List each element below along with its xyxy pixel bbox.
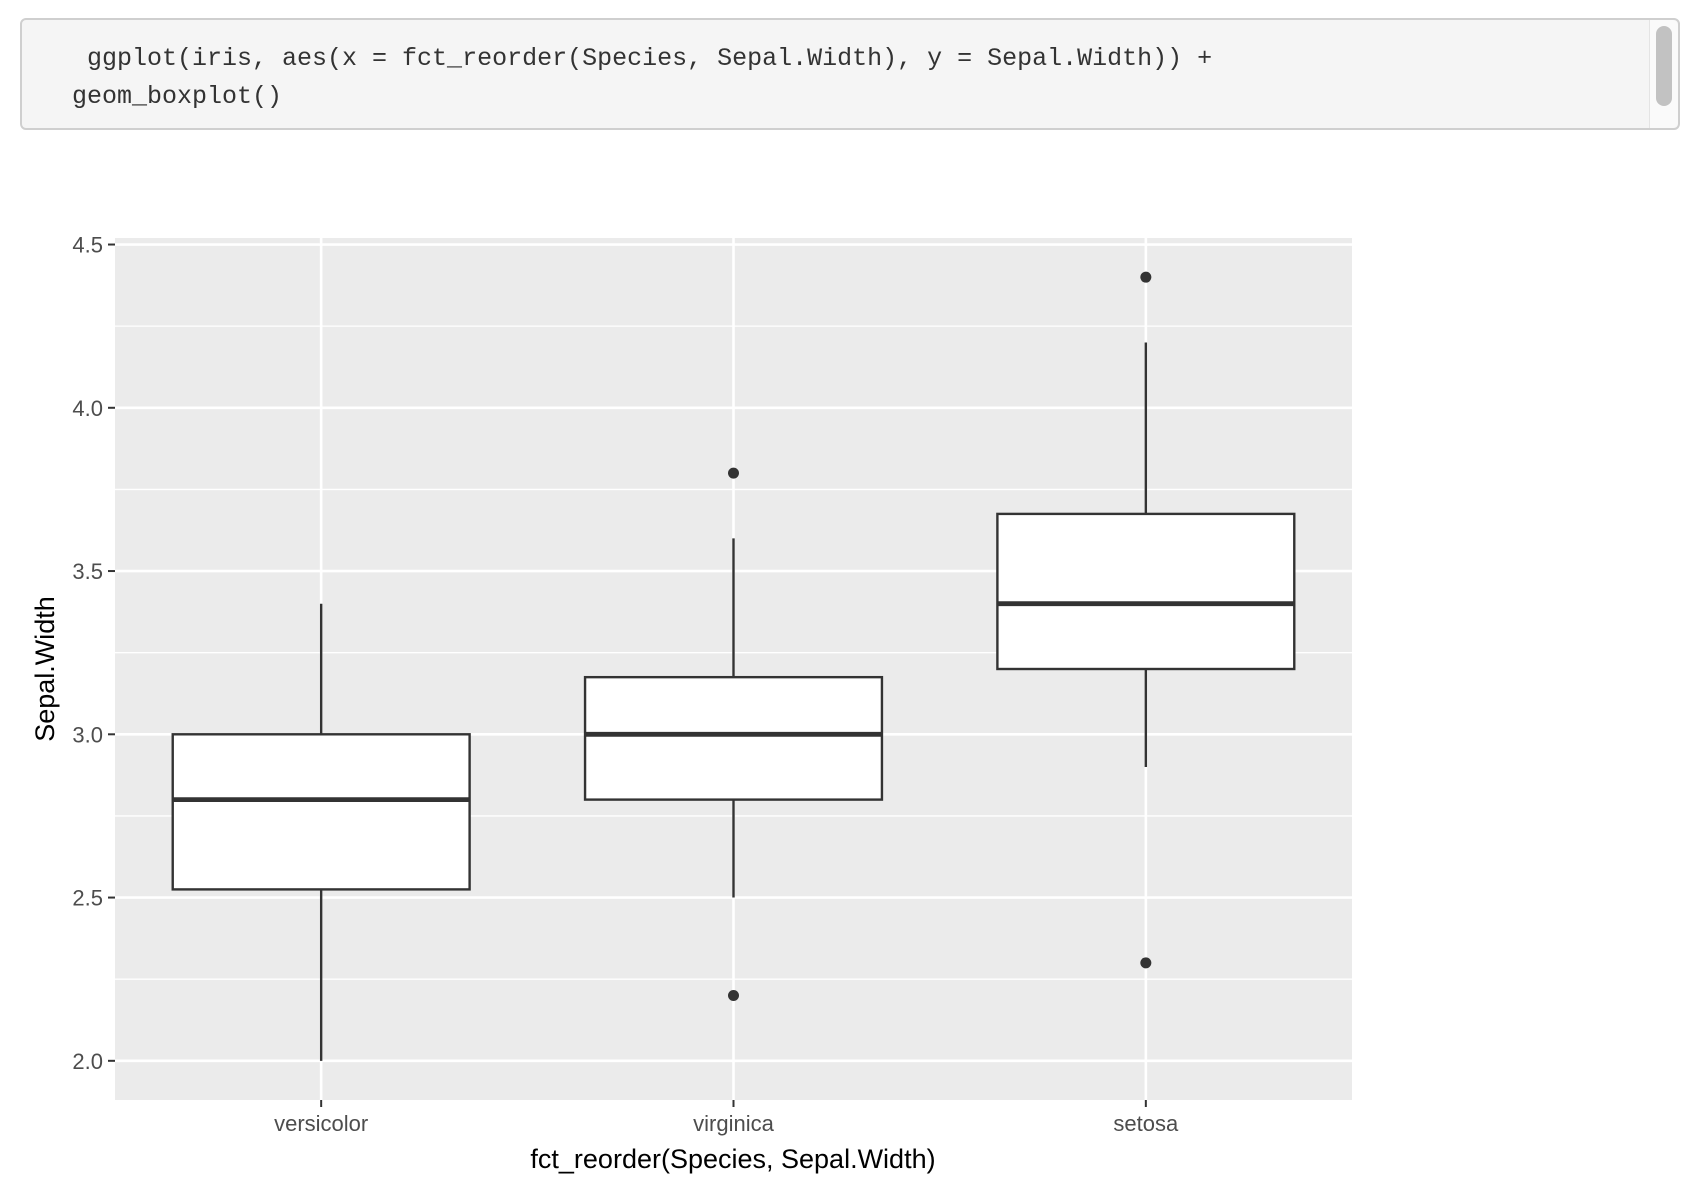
x-axis: versicolor virginica setosa	[274, 1100, 1179, 1136]
x-tick-label: versicolor	[274, 1111, 368, 1136]
x-axis-title: fct_reorder(Species, Sepal.Width)	[530, 1144, 935, 1174]
outlier-point	[728, 467, 739, 479]
code-line-1: ggplot(iris, aes(x = fct_reorder(Species…	[72, 44, 1213, 73]
boxes	[171, 271, 1296, 1061]
y-tick-label: 2.5	[72, 886, 103, 911]
code-scrollbar[interactable]	[1649, 20, 1678, 128]
code-scrollbar-thumb[interactable]	[1656, 26, 1672, 106]
outlier-point	[1140, 957, 1152, 969]
box-iqr	[171, 733, 471, 891]
outlier-point	[728, 990, 739, 1002]
outlier-point	[1140, 271, 1152, 283]
code-line-2: geom_boxplot()	[72, 82, 283, 111]
boxplot-chart: 2.0 2.5 3.0 3.5 4.0 4.5 versicolor virginica se…	[30, 233, 1352, 1174]
box-iqr	[583, 675, 884, 801]
y-tick-label: 3.0	[72, 722, 103, 747]
code-text: ggplot(iris, aes(x = fct_reorder(Species…	[72, 40, 1212, 116]
x-tick-label: setosa	[1113, 1111, 1179, 1136]
y-tick-label: 4.5	[72, 233, 103, 258]
y-axis: 2.0 2.5 3.0 3.5 4.0 4.5	[72, 233, 115, 1074]
x-tick-label: virginica	[693, 1111, 774, 1136]
y-tick-label: 4.0	[72, 396, 103, 421]
y-tick-label: 3.5	[72, 559, 103, 584]
code-block: ggplot(iris, aes(x = fct_reorder(Species…	[20, 18, 1680, 130]
y-tick-label: 2.0	[72, 1049, 103, 1074]
y-axis-title: Sepal.Width	[30, 596, 60, 742]
box-iqr	[996, 512, 1296, 671]
